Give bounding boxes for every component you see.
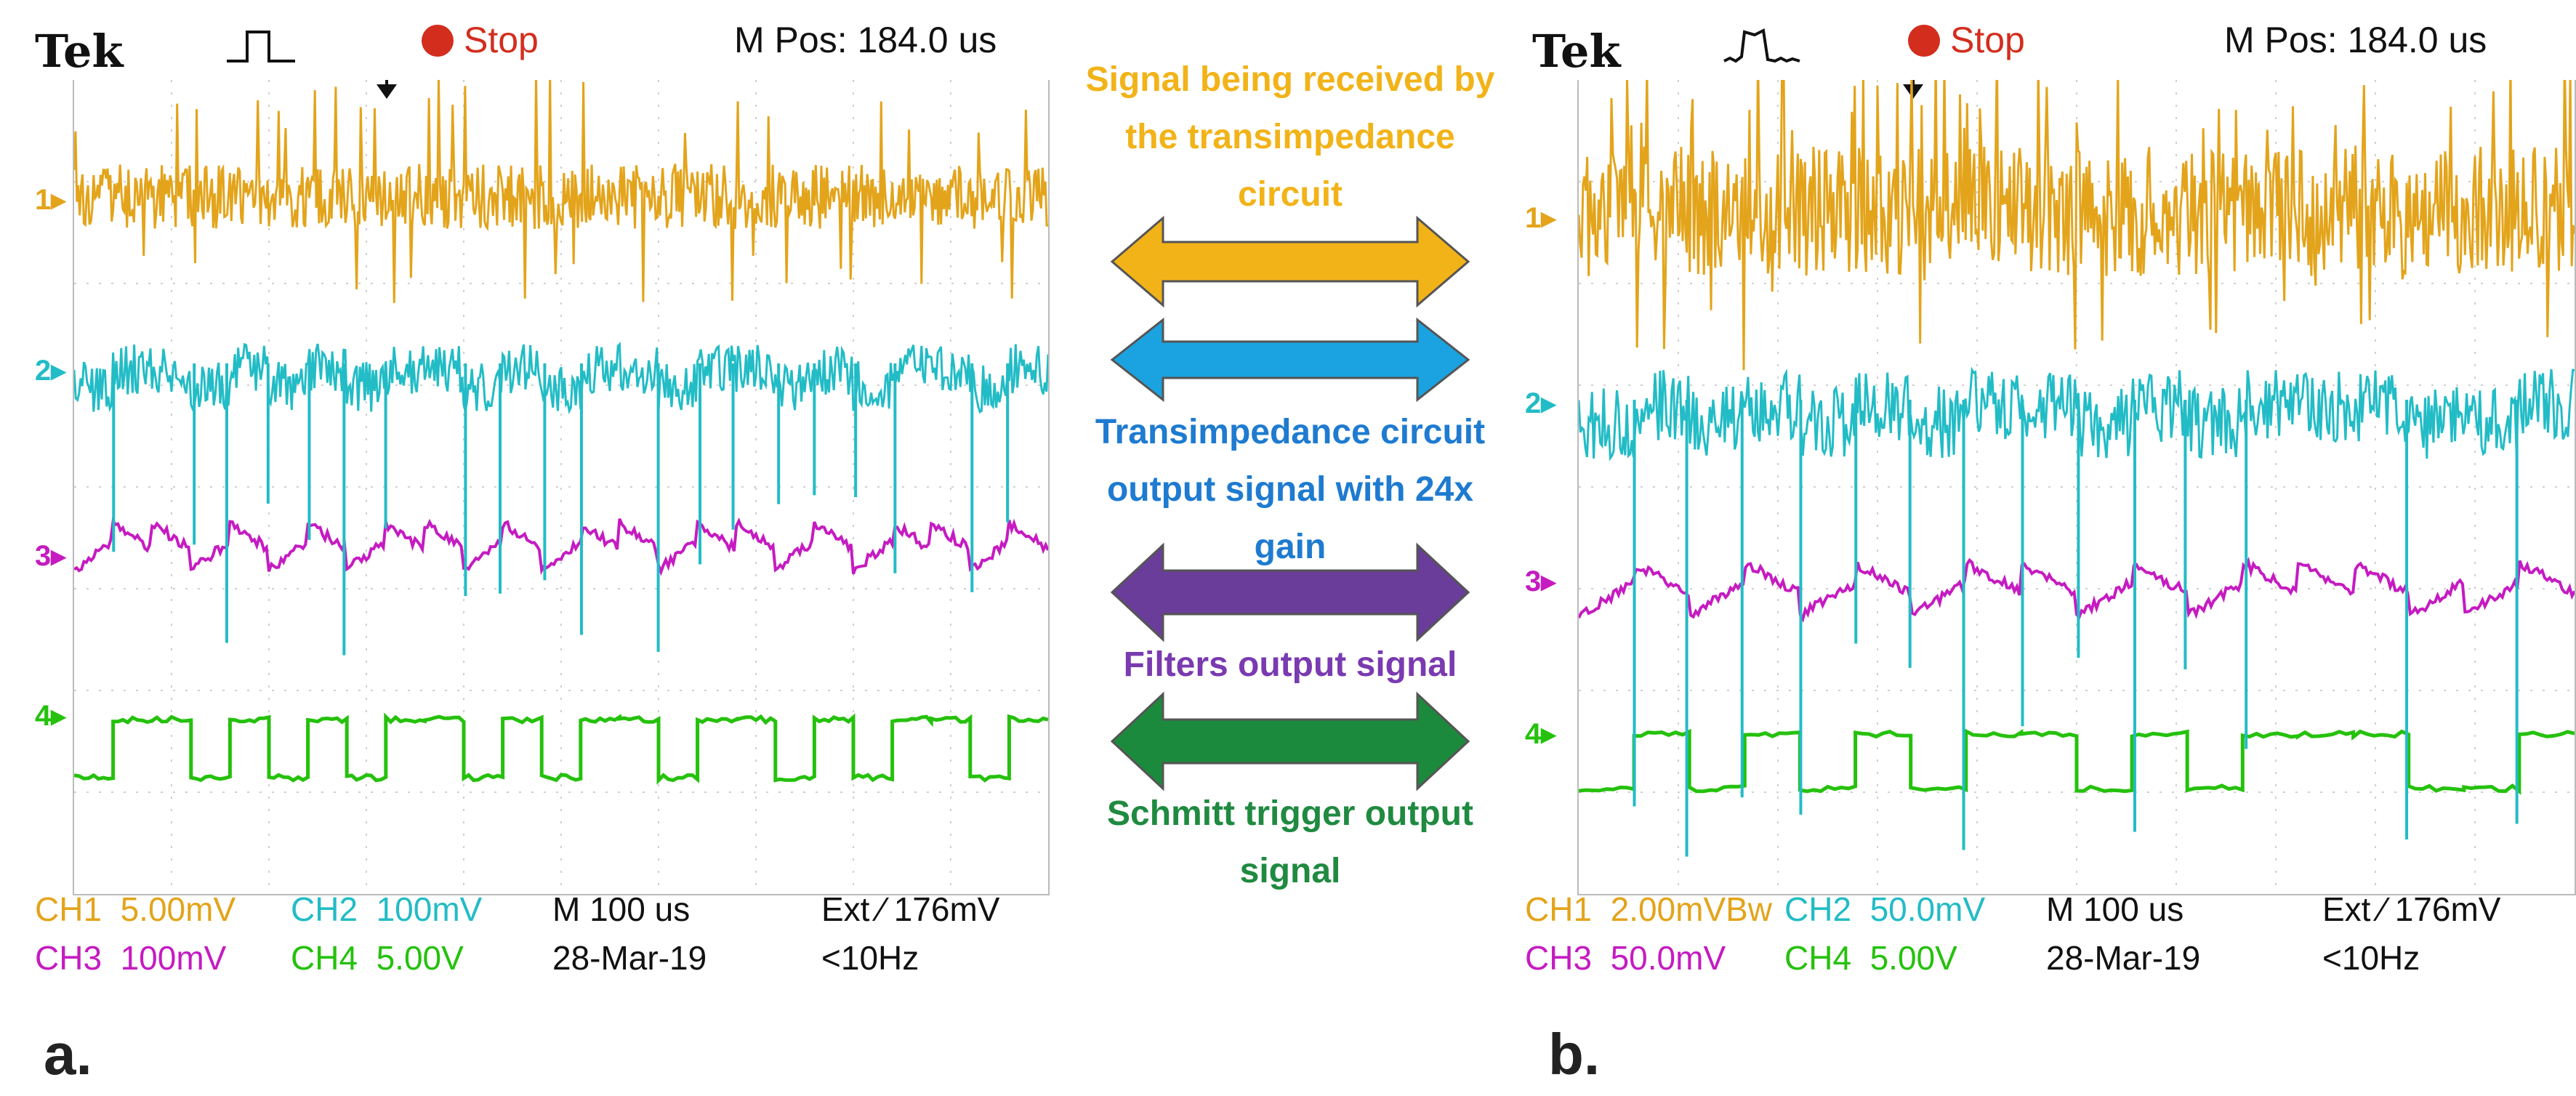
timebase-readout: M 100 us: [552, 890, 691, 928]
date-readout: 28-Mar-19: [552, 939, 707, 977]
frequency-readout: <10Hz: [821, 939, 919, 977]
ch1-scale: CH1 5.00mV: [35, 890, 236, 928]
waveform-screen-a: [73, 80, 1050, 895]
ch4-trace: [1579, 728, 2575, 795]
stop-dot-icon: [422, 25, 454, 57]
ch2-marker: 2▸: [35, 355, 66, 387]
oscilloscope-panel-b: Tek Stop M Pos: 184.0 us 1▸ 2▸ 3▸ 4▸ CH1…: [1512, 0, 2576, 996]
trigger-position-marker: [377, 84, 397, 99]
tek-brand-logo: Tek: [1532, 25, 1621, 78]
ch2-scale: CH2 50.0mV: [1784, 890, 1986, 928]
trigger-readout: Ext ⁄ 176mV: [821, 890, 1000, 928]
panel-label-a: a.: [44, 1022, 92, 1087]
ch4-marker: 4▸: [1525, 718, 1556, 750]
ch3-marker: 3▸: [1525, 565, 1556, 597]
trigger-readout: Ext ⁄ 176mV: [2322, 890, 2501, 928]
ch1-marker: 1▸: [1525, 202, 1556, 234]
ch4-marker: 4▸: [35, 700, 66, 732]
ch4-scale: CH4 5.00V: [1784, 939, 1957, 977]
trigger-position-marker: [1903, 84, 1923, 99]
ch1-scale: CH1 2.00mVBw: [1525, 890, 1773, 928]
frequency-readout: <10Hz: [2322, 939, 2420, 977]
waveform-screen-b: [1577, 80, 2576, 895]
ch1-trace: [74, 80, 1048, 303]
status-text: Stop: [464, 20, 539, 60]
ch1-trace: [1579, 80, 2575, 371]
tek-brand-logo: Tek: [35, 25, 124, 78]
stop-dot-icon: [1908, 25, 1940, 57]
ch3-scale: CH3 100mV: [35, 939, 227, 977]
noisy-pulse-trigger-icon: [1723, 28, 1800, 63]
waveform-plot-b: [1579, 80, 2575, 894]
ch2-trace: [1579, 366, 2575, 462]
ch4-trace: [74, 712, 1048, 785]
ch4-scale: CH4 5.00V: [291, 939, 464, 977]
timebase-readout: M 100 us: [2046, 890, 2184, 928]
ch3-trace: [1579, 556, 2575, 623]
ch3-marker: 3▸: [35, 540, 66, 572]
status-indicator: Stop: [422, 22, 539, 58]
double-arrow-ch1-icon: [1110, 215, 1470, 308]
m-pos-readout: M Pos: 184.0 us: [2224, 20, 2487, 60]
ch3-trace: [74, 517, 1048, 576]
ch2-scale: CH2 100mV: [291, 890, 483, 928]
ch1-marker: 1▸: [35, 184, 66, 216]
ch3-scale: CH3 50.0mV: [1525, 939, 1726, 977]
legend-text-ch3: Filters output signal: [1123, 645, 1457, 684]
legend-text-ch4: Schmitt trigger output signal: [1107, 794, 1473, 891]
legend-text-ch2: Transimpedance circuit output signal wit…: [1095, 413, 1486, 567]
oscilloscope-panel-a: Tek Stop M Pos: 184.0 us 1▸ 2▸ 3▸ 4▸ CH1…: [0, 0, 1068, 996]
double-arrow-ch4-icon: [1110, 691, 1470, 791]
m-pos-readout: M Pos: 184.0 us: [734, 20, 997, 60]
double-arrow-ch2-icon: [1110, 317, 1470, 403]
date-readout: 28-Mar-19: [2046, 939, 2201, 977]
ch2-trace: [74, 342, 1048, 415]
status-indicator: Stop: [1908, 22, 2025, 58]
legend-text-ch1: Signal being received by the transimpeda…: [1085, 60, 1495, 214]
waveform-plot-a: [74, 80, 1048, 894]
ch2-marker: 2▸: [1525, 387, 1556, 419]
single-pulse-trigger-icon: [227, 31, 295, 63]
signal-legend: Signal being received by the transimpeda…: [1068, 0, 1512, 996]
panel-label-b: b.: [1548, 1022, 1601, 1087]
double-arrow-ch3-icon: [1110, 542, 1470, 642]
status-text: Stop: [1950, 20, 2025, 60]
